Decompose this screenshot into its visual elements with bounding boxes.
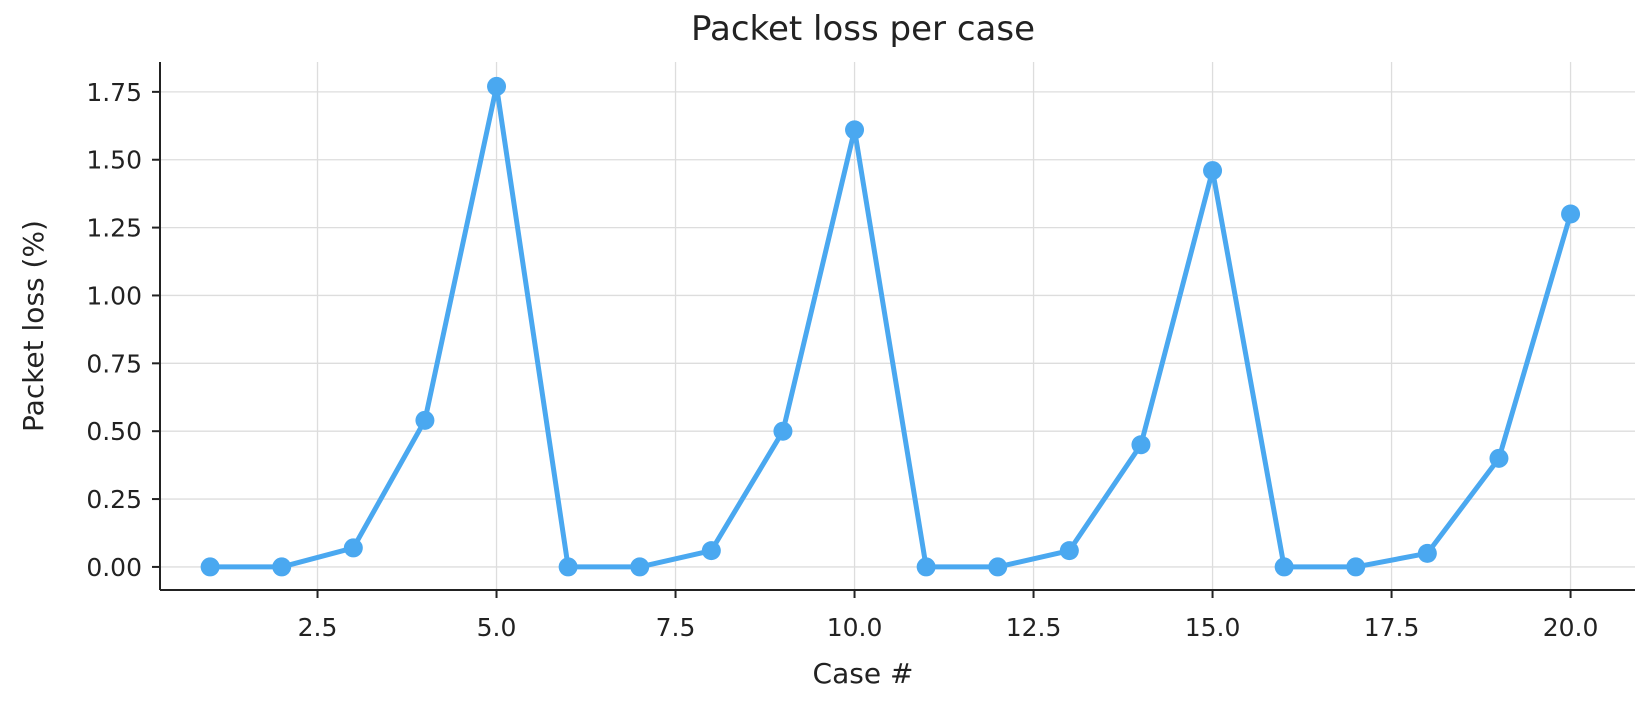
data-point <box>845 120 865 140</box>
y-tick-label: 1.00 <box>86 281 142 310</box>
x-tick-label: 15.0 <box>1185 613 1241 642</box>
data-point <box>1059 541 1079 561</box>
y-tick-label: 1.50 <box>86 146 142 175</box>
data-point <box>200 557 220 577</box>
x-tick-label: 5.0 <box>477 613 517 642</box>
data-point <box>1346 557 1366 577</box>
data-point <box>1417 543 1437 563</box>
data-point <box>343 538 363 558</box>
data-point <box>272 557 292 577</box>
data-point <box>1561 204 1581 224</box>
data-point <box>701 541 721 561</box>
y-tick-label: 0.00 <box>86 553 142 582</box>
y-tick-label: 1.25 <box>86 214 142 243</box>
data-point <box>1131 435 1151 455</box>
data-point <box>1274 557 1294 577</box>
grid <box>160 62 1635 590</box>
y-tick-label: 0.50 <box>86 417 142 446</box>
data-point <box>415 410 435 430</box>
series <box>200 76 1581 577</box>
x-tick-label: 2.5 <box>298 613 338 642</box>
data-point <box>916 557 936 577</box>
x-tick-label: 12.5 <box>1006 613 1062 642</box>
series-line <box>210 83 1573 570</box>
data-point <box>558 557 578 577</box>
data-point <box>773 421 793 441</box>
y-axis-label: Packet loss (%) <box>17 220 50 432</box>
x-axis-label: Case # <box>813 657 914 690</box>
y-tick-label: 0.25 <box>86 485 142 514</box>
x-tick-label: 20.0 <box>1543 613 1599 642</box>
data-point <box>630 557 650 577</box>
ticks: 2.5 5.0 7.5 10.0 12.5 15.0 17.5 20.0 0.00 0.25 0.5… <box>86 78 1598 642</box>
data-point <box>1203 161 1223 181</box>
data-point <box>1489 448 1509 468</box>
x-tick-label: 10.0 <box>827 613 883 642</box>
chart-title: Packet loss per case <box>691 9 1035 49</box>
y-tick-label: 0.75 <box>86 349 142 378</box>
x-tick-label: 17.5 <box>1364 613 1420 642</box>
data-point <box>487 76 507 96</box>
axes <box>159 62 1635 591</box>
x-tick-label: 7.5 <box>656 613 696 642</box>
data-point <box>988 557 1008 577</box>
y-tick-label: 1.75 <box>86 78 142 107</box>
